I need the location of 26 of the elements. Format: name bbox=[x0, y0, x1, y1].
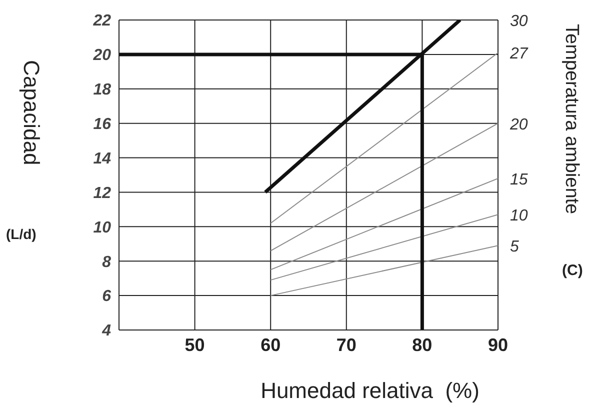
y-tick-label: 12 bbox=[93, 184, 112, 202]
series-label: 27 bbox=[509, 46, 529, 63]
y-tick-label: 6 bbox=[102, 288, 112, 306]
y2-axis-title: Temperatura ambiente bbox=[560, 24, 582, 214]
x-tick-label: 50 bbox=[184, 334, 205, 355]
series-label: 20 bbox=[509, 116, 528, 134]
x-tick-label: 80 bbox=[412, 334, 432, 355]
x-tick-label: 60 bbox=[260, 334, 281, 355]
y-tick-label: 4 bbox=[101, 322, 112, 340]
text: (C) bbox=[562, 262, 583, 279]
y-tick-label: 20 bbox=[92, 47, 112, 64]
y-tick-label: 16 bbox=[93, 116, 112, 134]
y-tick-label: 8 bbox=[102, 254, 112, 271]
x-tick-label: 70 bbox=[336, 334, 356, 355]
x-tick-label: 90 bbox=[488, 334, 508, 355]
series-label: 10 bbox=[510, 208, 528, 225]
x-axis-title: Humedad relativa (%) bbox=[260, 378, 480, 404]
y-tick-label: 22 bbox=[92, 12, 112, 30]
y-tick-label: 14 bbox=[93, 150, 112, 168]
text: 30 bbox=[510, 13, 528, 30]
y-tick-label: 18 bbox=[93, 82, 112, 99]
y-tick-label: 10 bbox=[93, 219, 112, 236]
text: (L/d) bbox=[6, 226, 36, 242]
series-label: 15 bbox=[510, 171, 528, 188]
y-axis-title: Capacidad bbox=[18, 60, 44, 166]
series-label: 5 bbox=[510, 238, 519, 256]
